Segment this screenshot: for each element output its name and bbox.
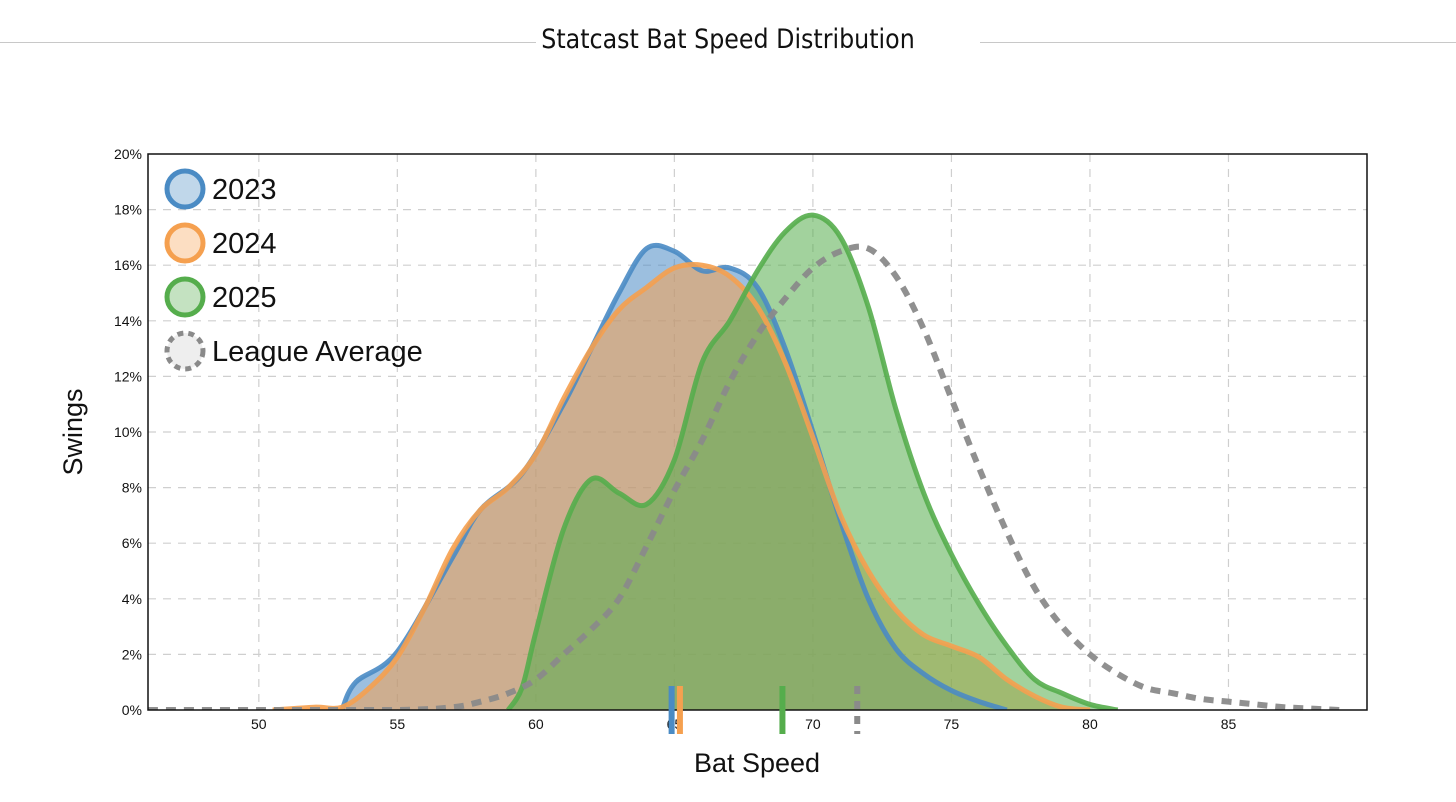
series-line-2024: [272, 261, 1091, 710]
legend-swatch-2025: [164, 276, 206, 318]
legend-label-2025: 2025: [212, 282, 277, 314]
y-tick-label-8: 8%: [122, 480, 142, 496]
series-area-2025: [508, 215, 1118, 710]
y-tick-label-0: 0%: [122, 702, 142, 718]
y-tick-label-14: 14%: [114, 313, 142, 329]
title-rule-right: [980, 42, 1456, 43]
x-axis-label: Bat Speed: [694, 748, 820, 778]
title-row: Statcast Bat Speed Distribution: [0, 20, 1456, 64]
plot-frame: [147, 153, 1368, 711]
y-tick-label-2: 2%: [122, 646, 142, 662]
y-tick-label-18: 18%: [114, 202, 142, 218]
chart-title: Statcast Bat Speed Distribution: [541, 24, 915, 55]
x-tick-label-55: 55: [390, 716, 406, 732]
legend-swatch-2024: [164, 222, 206, 264]
x-tick-label-80: 80: [1082, 716, 1098, 732]
legend-swatch-2023: [164, 168, 206, 210]
legend-label-2024: 2024: [212, 228, 277, 260]
legend-label-league-average: League Average: [212, 336, 423, 368]
y-tick-label-10: 10%: [114, 424, 142, 440]
plot-border: [147, 153, 1368, 711]
y-tick-label-20: 20%: [114, 146, 142, 162]
legend: 2023 2024 2025 League Average: [164, 168, 423, 372]
x-tick-label-75: 75: [944, 716, 960, 732]
x-tick-label-85: 85: [1221, 716, 1237, 732]
y-tick-label-12: 12%: [114, 368, 142, 384]
series-line-2025: [506, 212, 1119, 710]
y-tick-label-6: 6%: [122, 535, 142, 551]
series-areas: [148, 212, 1340, 710]
series-line-league-average: [148, 243, 1340, 710]
x-tick-label-50: 50: [251, 716, 267, 732]
legend-label-2023: 2023: [212, 174, 277, 206]
y-tick-label-4: 4%: [122, 591, 142, 607]
x-tick-label-70: 70: [805, 716, 821, 732]
legend-swatch-league-average: [164, 330, 206, 372]
y-axis-label: Swings: [58, 388, 88, 475]
y-tick-label-16: 16%: [114, 257, 142, 273]
title-rule-left: [0, 42, 536, 43]
x-tick-label-60: 60: [528, 716, 544, 732]
mean-markers: [668, 686, 861, 734]
